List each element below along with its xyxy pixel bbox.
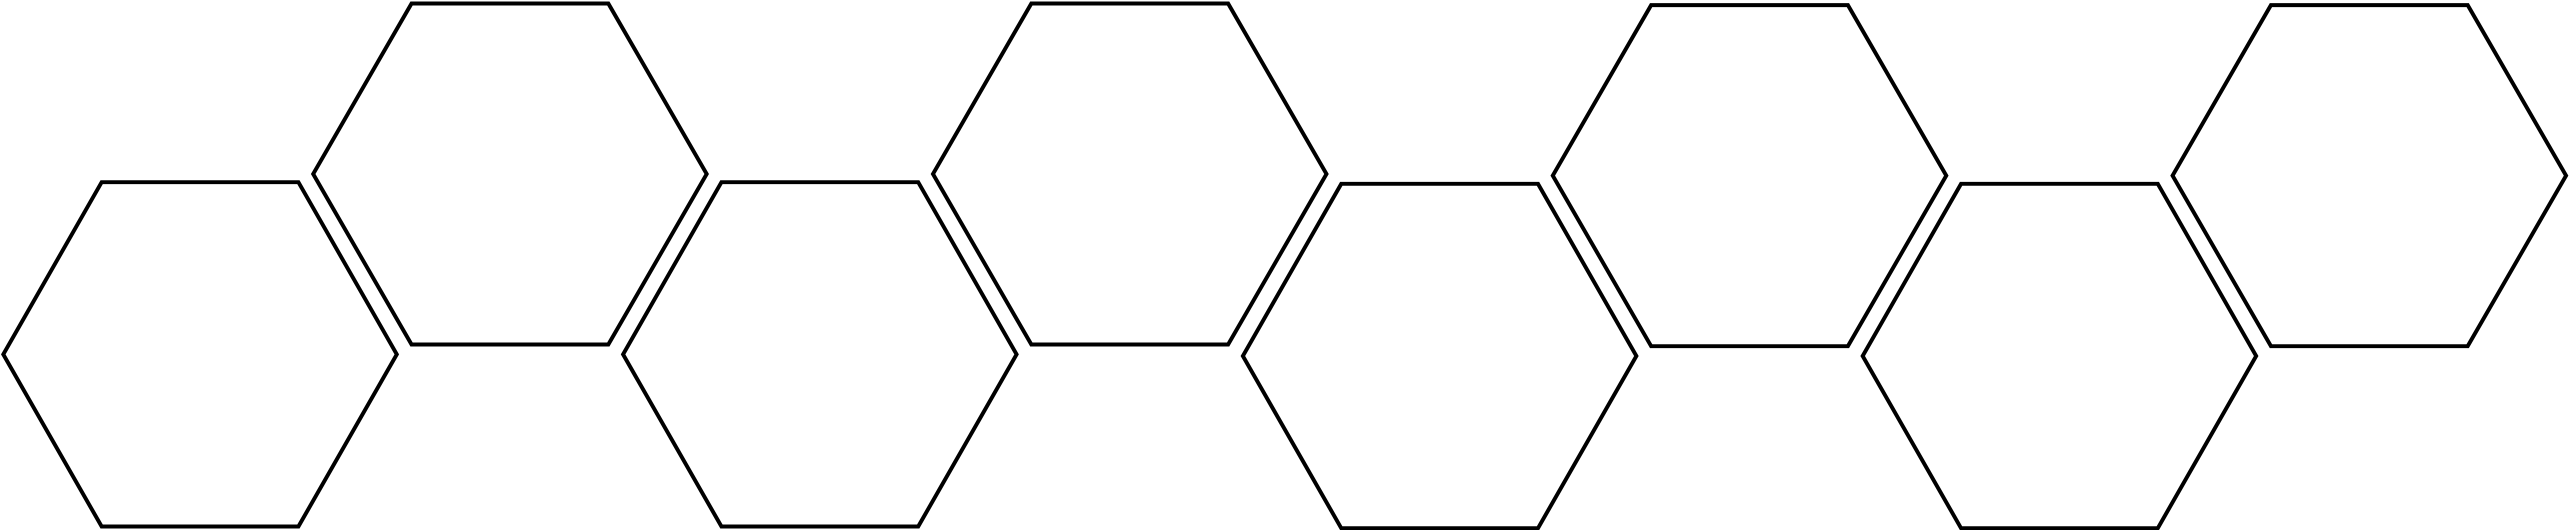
hexagon [620, 180, 1019, 529]
hexagon [930, 1, 1329, 347]
hexagon [1, 180, 400, 529]
hexagon [310, 1, 709, 347]
hexagon [2170, 3, 2569, 349]
hexagon [1860, 181, 2259, 530]
hexagon [1550, 3, 1949, 349]
hexagon [1240, 181, 1639, 530]
